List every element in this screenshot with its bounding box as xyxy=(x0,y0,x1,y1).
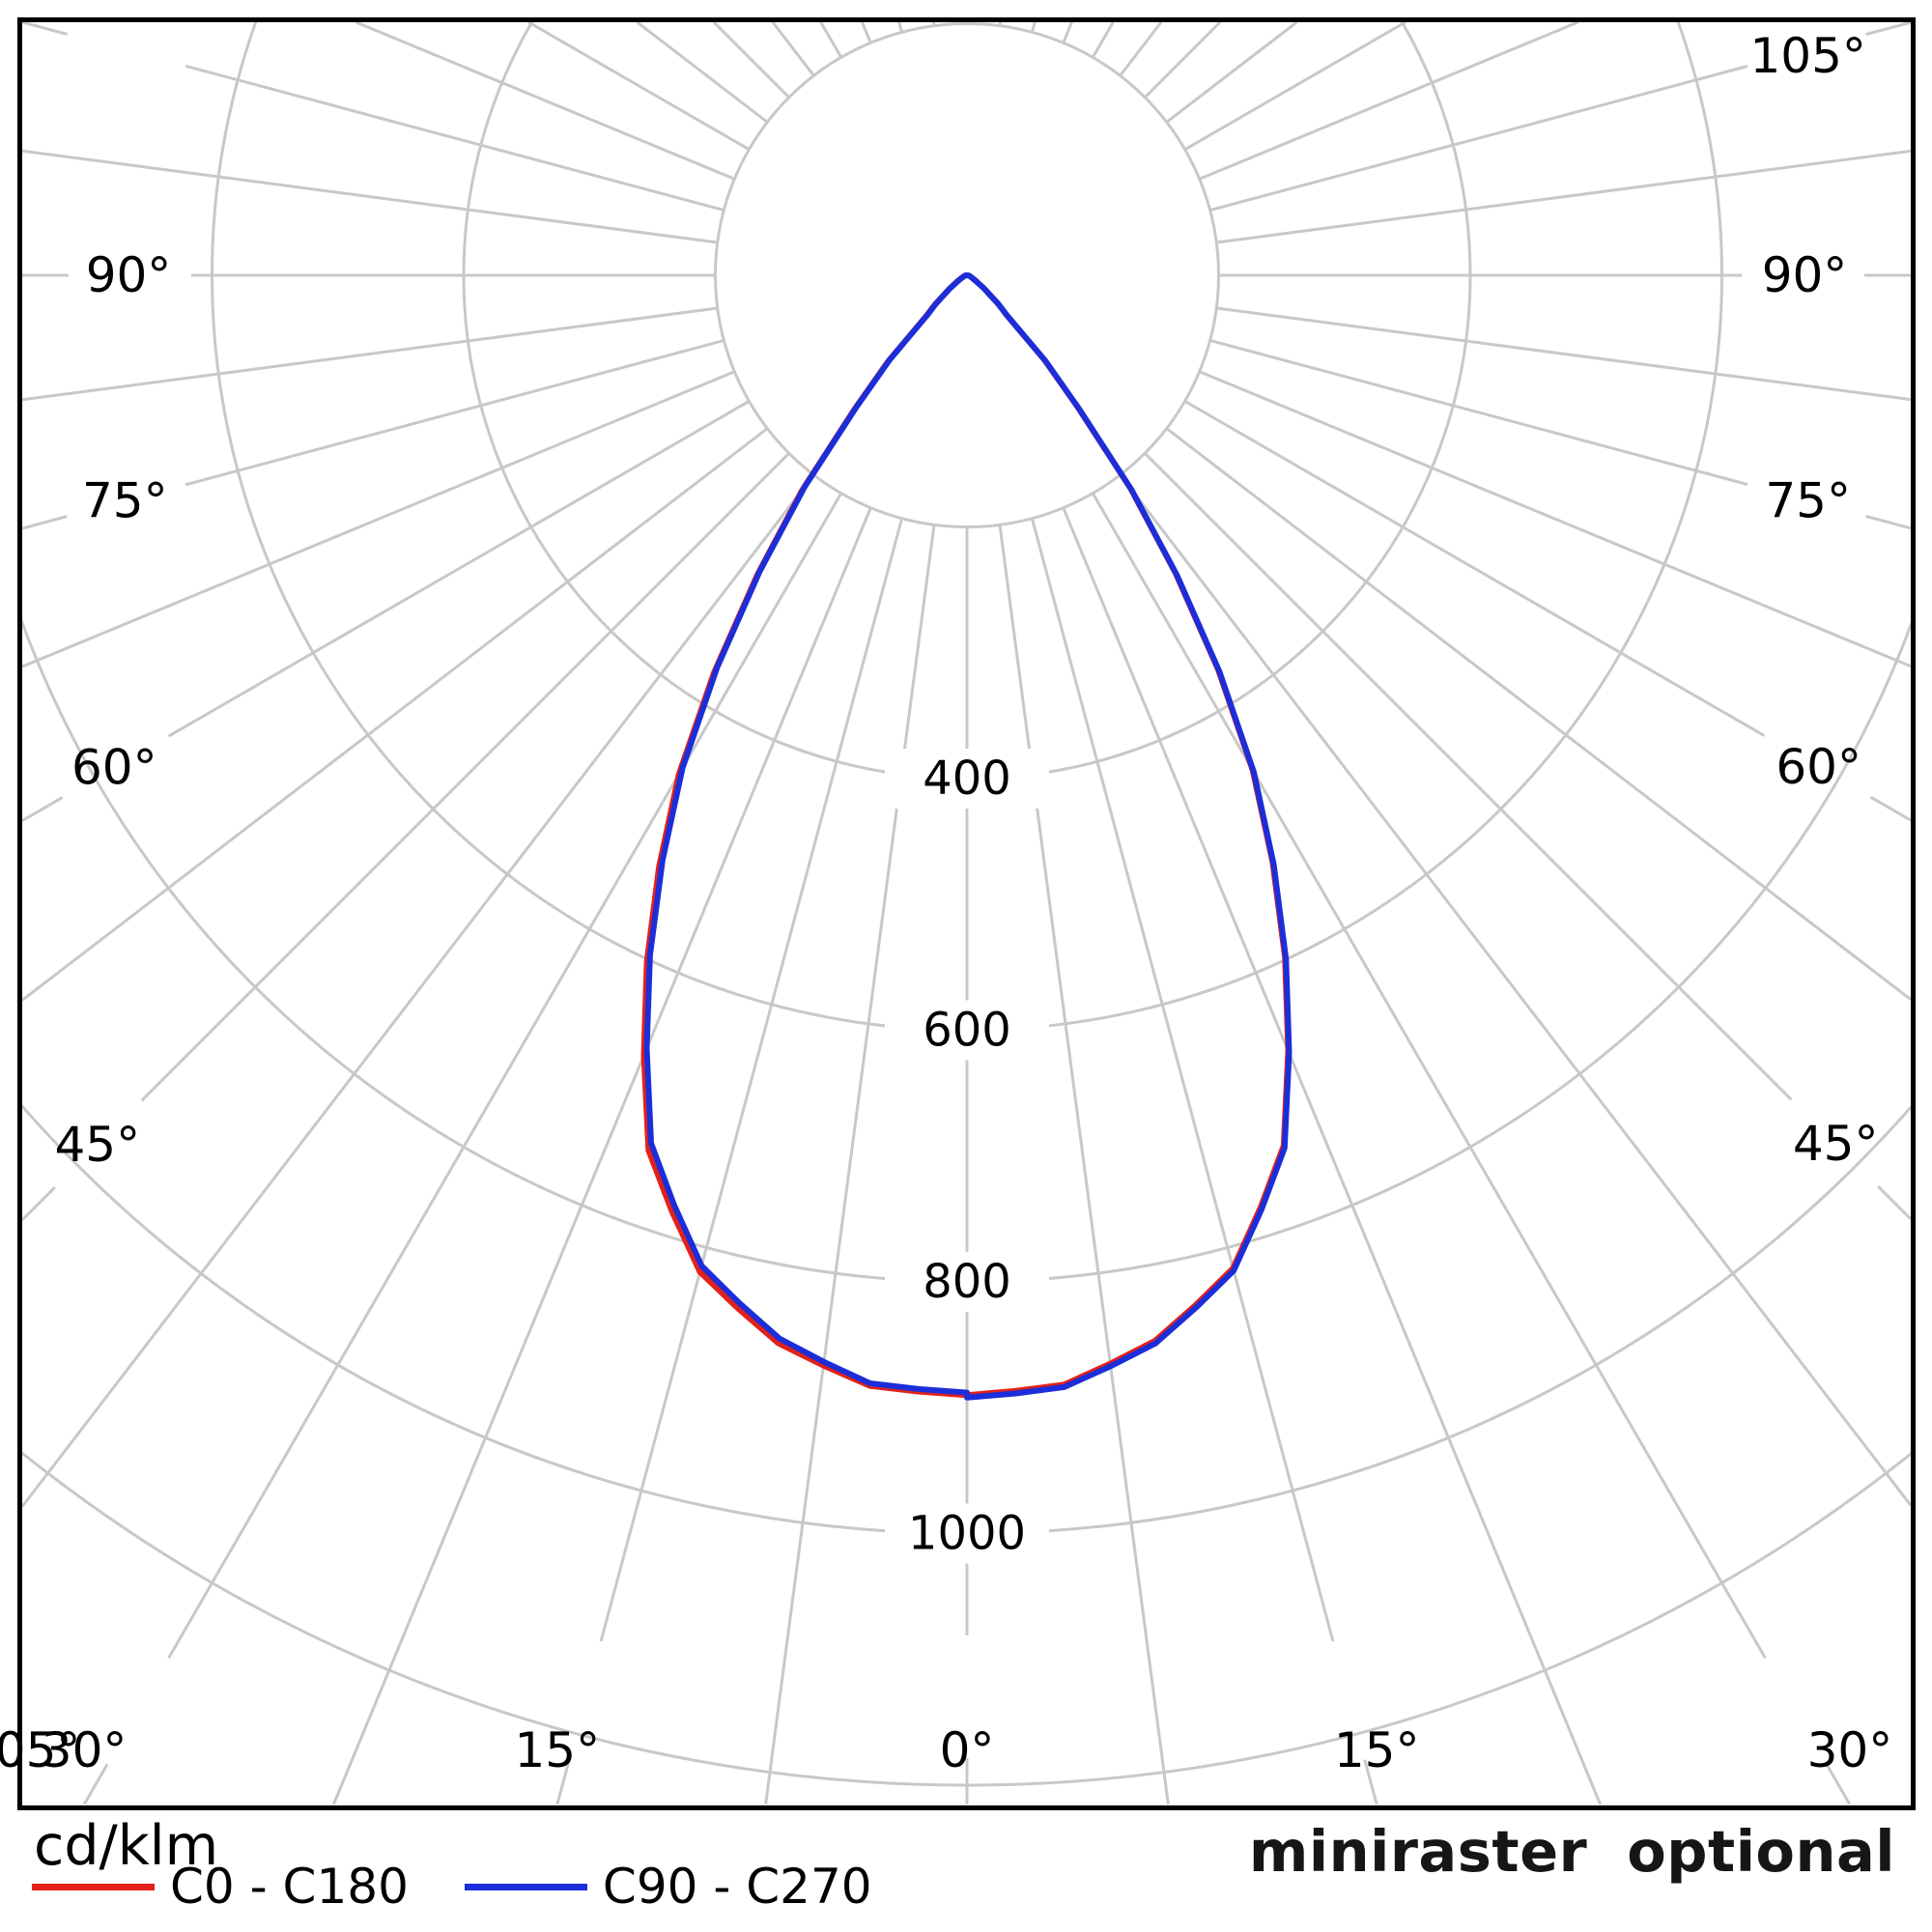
angle-label-75-left: 75° xyxy=(82,473,168,529)
grid-spoke-75 xyxy=(1209,338,1748,486)
grid-spoke-60 xyxy=(167,400,751,738)
grid-spoke xyxy=(1216,306,1911,402)
radius-label-400: 400 xyxy=(923,752,1011,806)
grid-spoke xyxy=(897,22,904,33)
radius-label-600: 600 xyxy=(923,1004,1011,1058)
grid-spoke xyxy=(1062,507,1603,1804)
grid-spoke xyxy=(1144,22,1222,99)
grid-spoke-60 xyxy=(1183,400,1766,737)
angle-label-30-left: 30° xyxy=(42,1722,128,1778)
grid-spoke xyxy=(861,22,872,43)
grid-spoke xyxy=(22,427,769,1002)
grid-spoke xyxy=(771,22,815,77)
legend-item-c90-c270: C90 - C270 xyxy=(464,1859,872,1915)
radius-label-800: 800 xyxy=(923,1255,1011,1309)
grid-spoke xyxy=(1062,22,1073,43)
angle-label-45-right: 45° xyxy=(1793,1116,1879,1172)
angle-label-90-right: 90° xyxy=(1762,247,1848,303)
grid-spoke-75 xyxy=(185,338,724,487)
grid-spoke xyxy=(712,22,790,99)
angle-label-75-right: 75° xyxy=(1765,472,1851,528)
angle-tick-105 xyxy=(22,22,68,36)
legend-swatch-c90-c270 xyxy=(464,1883,587,1890)
grid-spoke xyxy=(1199,22,1579,181)
grid-spoke xyxy=(527,22,751,151)
angle-tick-15 xyxy=(555,1759,571,1804)
angle-tick-30 xyxy=(1825,1763,1852,1804)
grid-spoke xyxy=(22,306,718,402)
radius-label-bg-800 xyxy=(885,1252,1049,1312)
angle-label-30-right: 30° xyxy=(1807,1722,1893,1778)
grid-spoke xyxy=(22,370,735,668)
angle-label-45-left: 45° xyxy=(54,1117,140,1173)
angle-tick-45 xyxy=(1877,1185,1911,1221)
grid-spoke xyxy=(1119,22,1163,77)
grid-spoke xyxy=(1165,427,1911,1001)
grid-spoke xyxy=(1183,22,1406,152)
legend-label-c0-c180: C0 - C180 xyxy=(170,1859,409,1915)
grid-spoke xyxy=(1030,22,1037,33)
grid-spoke-45 xyxy=(1144,452,1793,1101)
grid-spoke xyxy=(998,22,1002,26)
angle-tick-75 xyxy=(1865,514,1911,530)
note-miniraster-optional: miniraster optional xyxy=(1248,1818,1895,1885)
polar-grid xyxy=(22,22,1911,1804)
angle-labels: 0° 15° 30° 45° 60° 75° 90° 105° 105° 90° 75° 60° 45°… xyxy=(0,28,1892,1778)
angle-label-60-right: 60° xyxy=(1776,739,1861,795)
angle-tick-45 xyxy=(22,1186,56,1222)
grid-spoke-105 xyxy=(1209,65,1748,213)
angle-label-15-left: 15° xyxy=(514,1722,600,1778)
angle-tick-30 xyxy=(82,1763,109,1804)
grid-spoke-45 xyxy=(140,452,790,1102)
plot-border xyxy=(17,17,1916,1810)
grid-spoke xyxy=(764,525,936,1804)
grid-spoke xyxy=(998,525,1170,1804)
angle-label-0: 0° xyxy=(940,1722,995,1778)
angle-label-90-left: 90° xyxy=(86,247,172,303)
radius-label-bg-600 xyxy=(885,1000,1049,1061)
grid-spoke xyxy=(819,22,843,59)
angle-label-105-right: 105° xyxy=(1749,28,1865,84)
radius-label-bg-400 xyxy=(885,749,1049,809)
angle-label-105-left: 105° xyxy=(0,1722,80,1778)
grid-spoke xyxy=(1092,22,1115,59)
grid-spoke-105 xyxy=(185,64,724,213)
legend-item-c0-c180: C0 - C180 xyxy=(32,1859,409,1915)
angle-tick-15 xyxy=(1363,1759,1378,1804)
grid-spoke-15 xyxy=(1030,518,1335,1642)
angle-tick-75 xyxy=(22,515,68,530)
angle-tick-60 xyxy=(1869,795,1911,822)
angle-tick-60 xyxy=(22,796,64,822)
grid-spoke-30 xyxy=(1092,492,1767,1660)
legend: C0 - C180 C90 - C270 xyxy=(32,1859,872,1915)
grid-spoke xyxy=(1199,370,1911,668)
grid-spoke xyxy=(355,22,735,181)
radius-labels: 400 600 800 1000 xyxy=(885,749,1049,1564)
grid-spoke-30 xyxy=(167,492,842,1660)
unit-label: cd/klm xyxy=(34,1814,219,1878)
angle-tick-105 xyxy=(1865,22,1911,37)
grid-spoke xyxy=(636,22,769,124)
grid-spoke xyxy=(1216,149,1911,244)
grid-spoke xyxy=(1165,22,1298,124)
grid-spoke xyxy=(22,473,815,1508)
grid-spoke xyxy=(22,149,718,244)
legend-label-c90-c270: C90 - C270 xyxy=(602,1859,872,1915)
angle-label-15-right: 15° xyxy=(1334,1722,1420,1778)
radius-label-bg-1000 xyxy=(885,1503,1049,1564)
curve-c90-c270 xyxy=(643,272,1293,1401)
grid-spoke-15 xyxy=(599,518,904,1642)
grid-spoke xyxy=(331,507,872,1804)
radius-label-1000: 1000 xyxy=(908,1507,1026,1561)
grid-spoke xyxy=(1119,473,1911,1507)
grid-spoke xyxy=(932,22,936,26)
legend-swatch-c0-c180 xyxy=(32,1883,155,1890)
angle-label-60-left: 60° xyxy=(71,740,157,796)
